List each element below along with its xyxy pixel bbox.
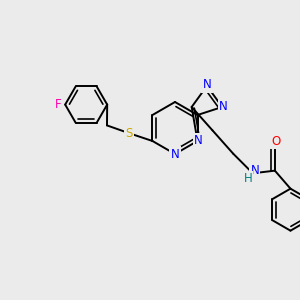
Text: F: F (55, 98, 62, 111)
Text: N: N (219, 100, 228, 113)
Text: N: N (250, 164, 259, 177)
Text: N: N (194, 134, 203, 148)
Text: O: O (271, 135, 280, 148)
Text: N: N (171, 148, 179, 160)
Text: H: H (243, 172, 252, 185)
Text: S: S (125, 127, 133, 140)
Text: N: N (202, 78, 211, 92)
